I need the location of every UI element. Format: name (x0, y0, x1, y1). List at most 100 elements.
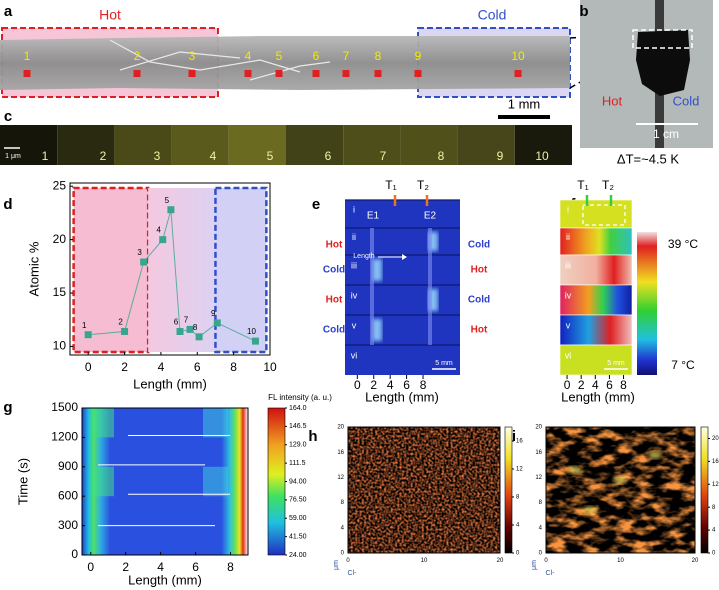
y-tick-label: 1500 (51, 400, 78, 414)
sample-strip (0, 36, 570, 90)
x-tick-label: 10 (617, 558, 624, 564)
point-marker (312, 70, 320, 77)
probe-label: T₂ (602, 178, 614, 192)
point-marker (275, 70, 283, 77)
data-point (167, 206, 175, 214)
colorbar-tick-label: 8 (712, 505, 716, 511)
row-label: iii (351, 260, 357, 270)
side-label: Cold (323, 265, 345, 276)
row-label: i (353, 204, 355, 214)
point-number: 4 (245, 49, 252, 63)
glow (428, 289, 438, 311)
eds-tile (400, 125, 458, 165)
x-tick-label: 6 (194, 360, 201, 374)
element-label: Cl- (348, 570, 358, 577)
thermal-row (559, 344, 633, 376)
colorbar-tick-label: 8 (516, 495, 520, 501)
unit-label: μm (333, 560, 340, 570)
eds-tile (171, 125, 229, 165)
hot-label: Hot (99, 7, 121, 23)
scale-bar-label: 1 mm (508, 96, 541, 111)
glow (372, 259, 382, 281)
fluorescence-image (345, 200, 460, 375)
x-axis-label: Length (mm) (128, 572, 202, 587)
x-tick-label: 2 (122, 560, 129, 574)
panel-label: d (3, 196, 12, 213)
panel-label: e (312, 196, 320, 213)
point-label: 10 (247, 327, 256, 336)
data-point (213, 319, 221, 327)
point-label: 8 (193, 323, 198, 332)
colorbar-tick-label: 111.5 (289, 460, 306, 467)
data-point (159, 236, 167, 244)
point-marker (188, 70, 196, 77)
x-tick-label: 6 (192, 560, 199, 574)
scale-bar-label: 1 cm (653, 127, 679, 141)
heat-band (203, 466, 228, 497)
colorbar-tick-label: 12 (712, 482, 719, 488)
hot-spot (568, 466, 582, 474)
colorbar-label: 39 °C (668, 237, 698, 251)
side-label: Hot (471, 325, 488, 336)
colorbar-tick-label: 76.50 (289, 497, 307, 504)
x-tick-label: 0 (85, 360, 92, 374)
point-number: 3 (189, 49, 196, 63)
middle-region (148, 188, 216, 352)
probe-label: T₁ (577, 178, 588, 192)
electrode (370, 228, 374, 345)
point-number: 10 (511, 49, 525, 63)
point-marker (374, 70, 382, 77)
point-label: 9 (211, 309, 216, 318)
row-label: ii (566, 232, 570, 242)
point-marker (342, 70, 350, 77)
row-label: iv (565, 290, 572, 300)
plot-frame (347, 426, 501, 554)
data-point (176, 327, 184, 335)
heat-band (203, 408, 228, 438)
thermal-row (559, 314, 633, 346)
point-number: 5 (276, 49, 283, 63)
glow (372, 319, 382, 341)
data-point (121, 327, 129, 335)
x-tick-label: 6 (606, 378, 613, 392)
colorbar-tick-label: 12 (516, 467, 523, 473)
x-tick-label: 0 (544, 558, 548, 564)
x-tick-label: 2 (121, 360, 128, 374)
point-number: 9 (415, 49, 422, 63)
heat-band (92, 408, 114, 438)
x-tick-label: 10 (263, 360, 277, 374)
row-label: vi (351, 350, 358, 360)
colorbar-tick-label: 4 (516, 523, 520, 529)
y-tick-label: 8 (341, 500, 345, 506)
x-tick-label: 20 (497, 558, 504, 564)
colorbar-tick-label: 129.0 (289, 442, 307, 449)
thermal-row (559, 227, 633, 256)
y-tick-label: 25 (53, 178, 67, 192)
x-axis-label: Length (mm) (365, 389, 439, 404)
x-tick-label: 4 (387, 378, 394, 392)
x-tick-label: 4 (158, 360, 165, 374)
probe-label: T₁ (385, 178, 396, 192)
data-line (88, 209, 256, 342)
panel-label: b (579, 3, 588, 20)
panel-label: h (308, 428, 317, 445)
x-tick-label: 2 (578, 378, 585, 392)
y-tick-label: 20 (53, 232, 67, 246)
thermal-row (559, 199, 633, 229)
hot-spot (648, 451, 662, 459)
point-label: 3 (137, 248, 142, 257)
region-number: 4 (210, 149, 217, 163)
thermal-row (559, 284, 633, 316)
colorbar-tick-label: 16 (712, 459, 719, 465)
colorbar-label: 7 °C (671, 358, 695, 372)
colorbar-tick-label: 59.00 (289, 515, 307, 522)
y-axis-label: Time (s) (15, 458, 30, 505)
y-tick-label: 0 (71, 547, 78, 561)
row-label: vi (565, 350, 572, 360)
point-marker (414, 70, 422, 77)
row-label: v (566, 320, 571, 330)
plot-frame (69, 182, 271, 356)
y-tick-label: 0 (341, 551, 345, 557)
arrow-label: Length (353, 253, 375, 260)
y-tick-label: 1200 (51, 430, 78, 444)
